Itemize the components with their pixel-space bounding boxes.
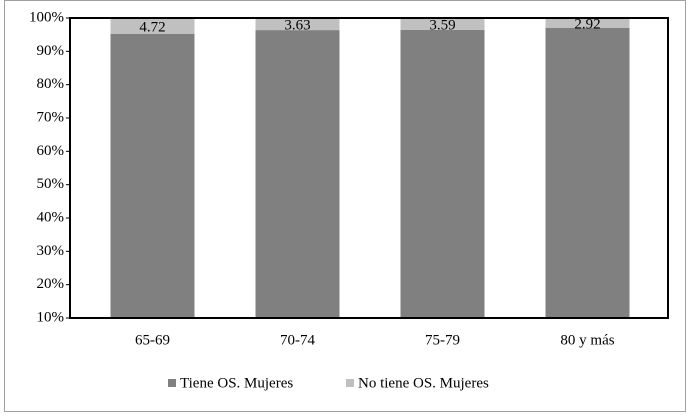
bar-segment <box>110 33 195 318</box>
legend-label: Tiene OS. Mujeres <box>180 375 293 391</box>
bar-segment <box>400 29 485 318</box>
y-tick-label: 60% <box>37 143 65 159</box>
x-tick-label: 70-74 <box>280 332 315 348</box>
legend-swatch <box>168 379 176 387</box>
y-tick-label: 90% <box>37 43 65 59</box>
x-tick-label: 75-79 <box>425 332 460 348</box>
x-tick-label: 65-69 <box>135 332 170 348</box>
bar-segment <box>545 18 630 28</box>
y-tick-label: 100% <box>29 9 64 25</box>
y-tick-label: 30% <box>37 243 65 259</box>
bar-segment <box>255 30 340 318</box>
y-tick-label: 80% <box>37 76 65 92</box>
y-tick-label: 10% <box>37 309 65 325</box>
bar-segment <box>110 18 195 34</box>
data-label: 3.59 <box>429 17 455 33</box>
bar-segment <box>545 27 630 318</box>
bar-segment <box>255 18 340 31</box>
y-tick-label: 20% <box>37 276 65 292</box>
legend-label: No tiene OS. Mujeres <box>358 375 489 391</box>
y-tick-label: 40% <box>37 209 65 225</box>
plot-frame <box>69 17 669 319</box>
data-label: 2.92 <box>574 16 600 32</box>
x-tick-label: 80 y más <box>560 332 614 348</box>
legend-swatch <box>346 379 354 387</box>
y-tick-label: 50% <box>37 176 65 192</box>
plot-bars <box>110 18 630 318</box>
y-tick-label: 70% <box>37 109 65 125</box>
data-label: 3.63 <box>284 17 310 33</box>
data-label: 4.72 <box>139 19 165 35</box>
bar-segment <box>400 18 485 30</box>
